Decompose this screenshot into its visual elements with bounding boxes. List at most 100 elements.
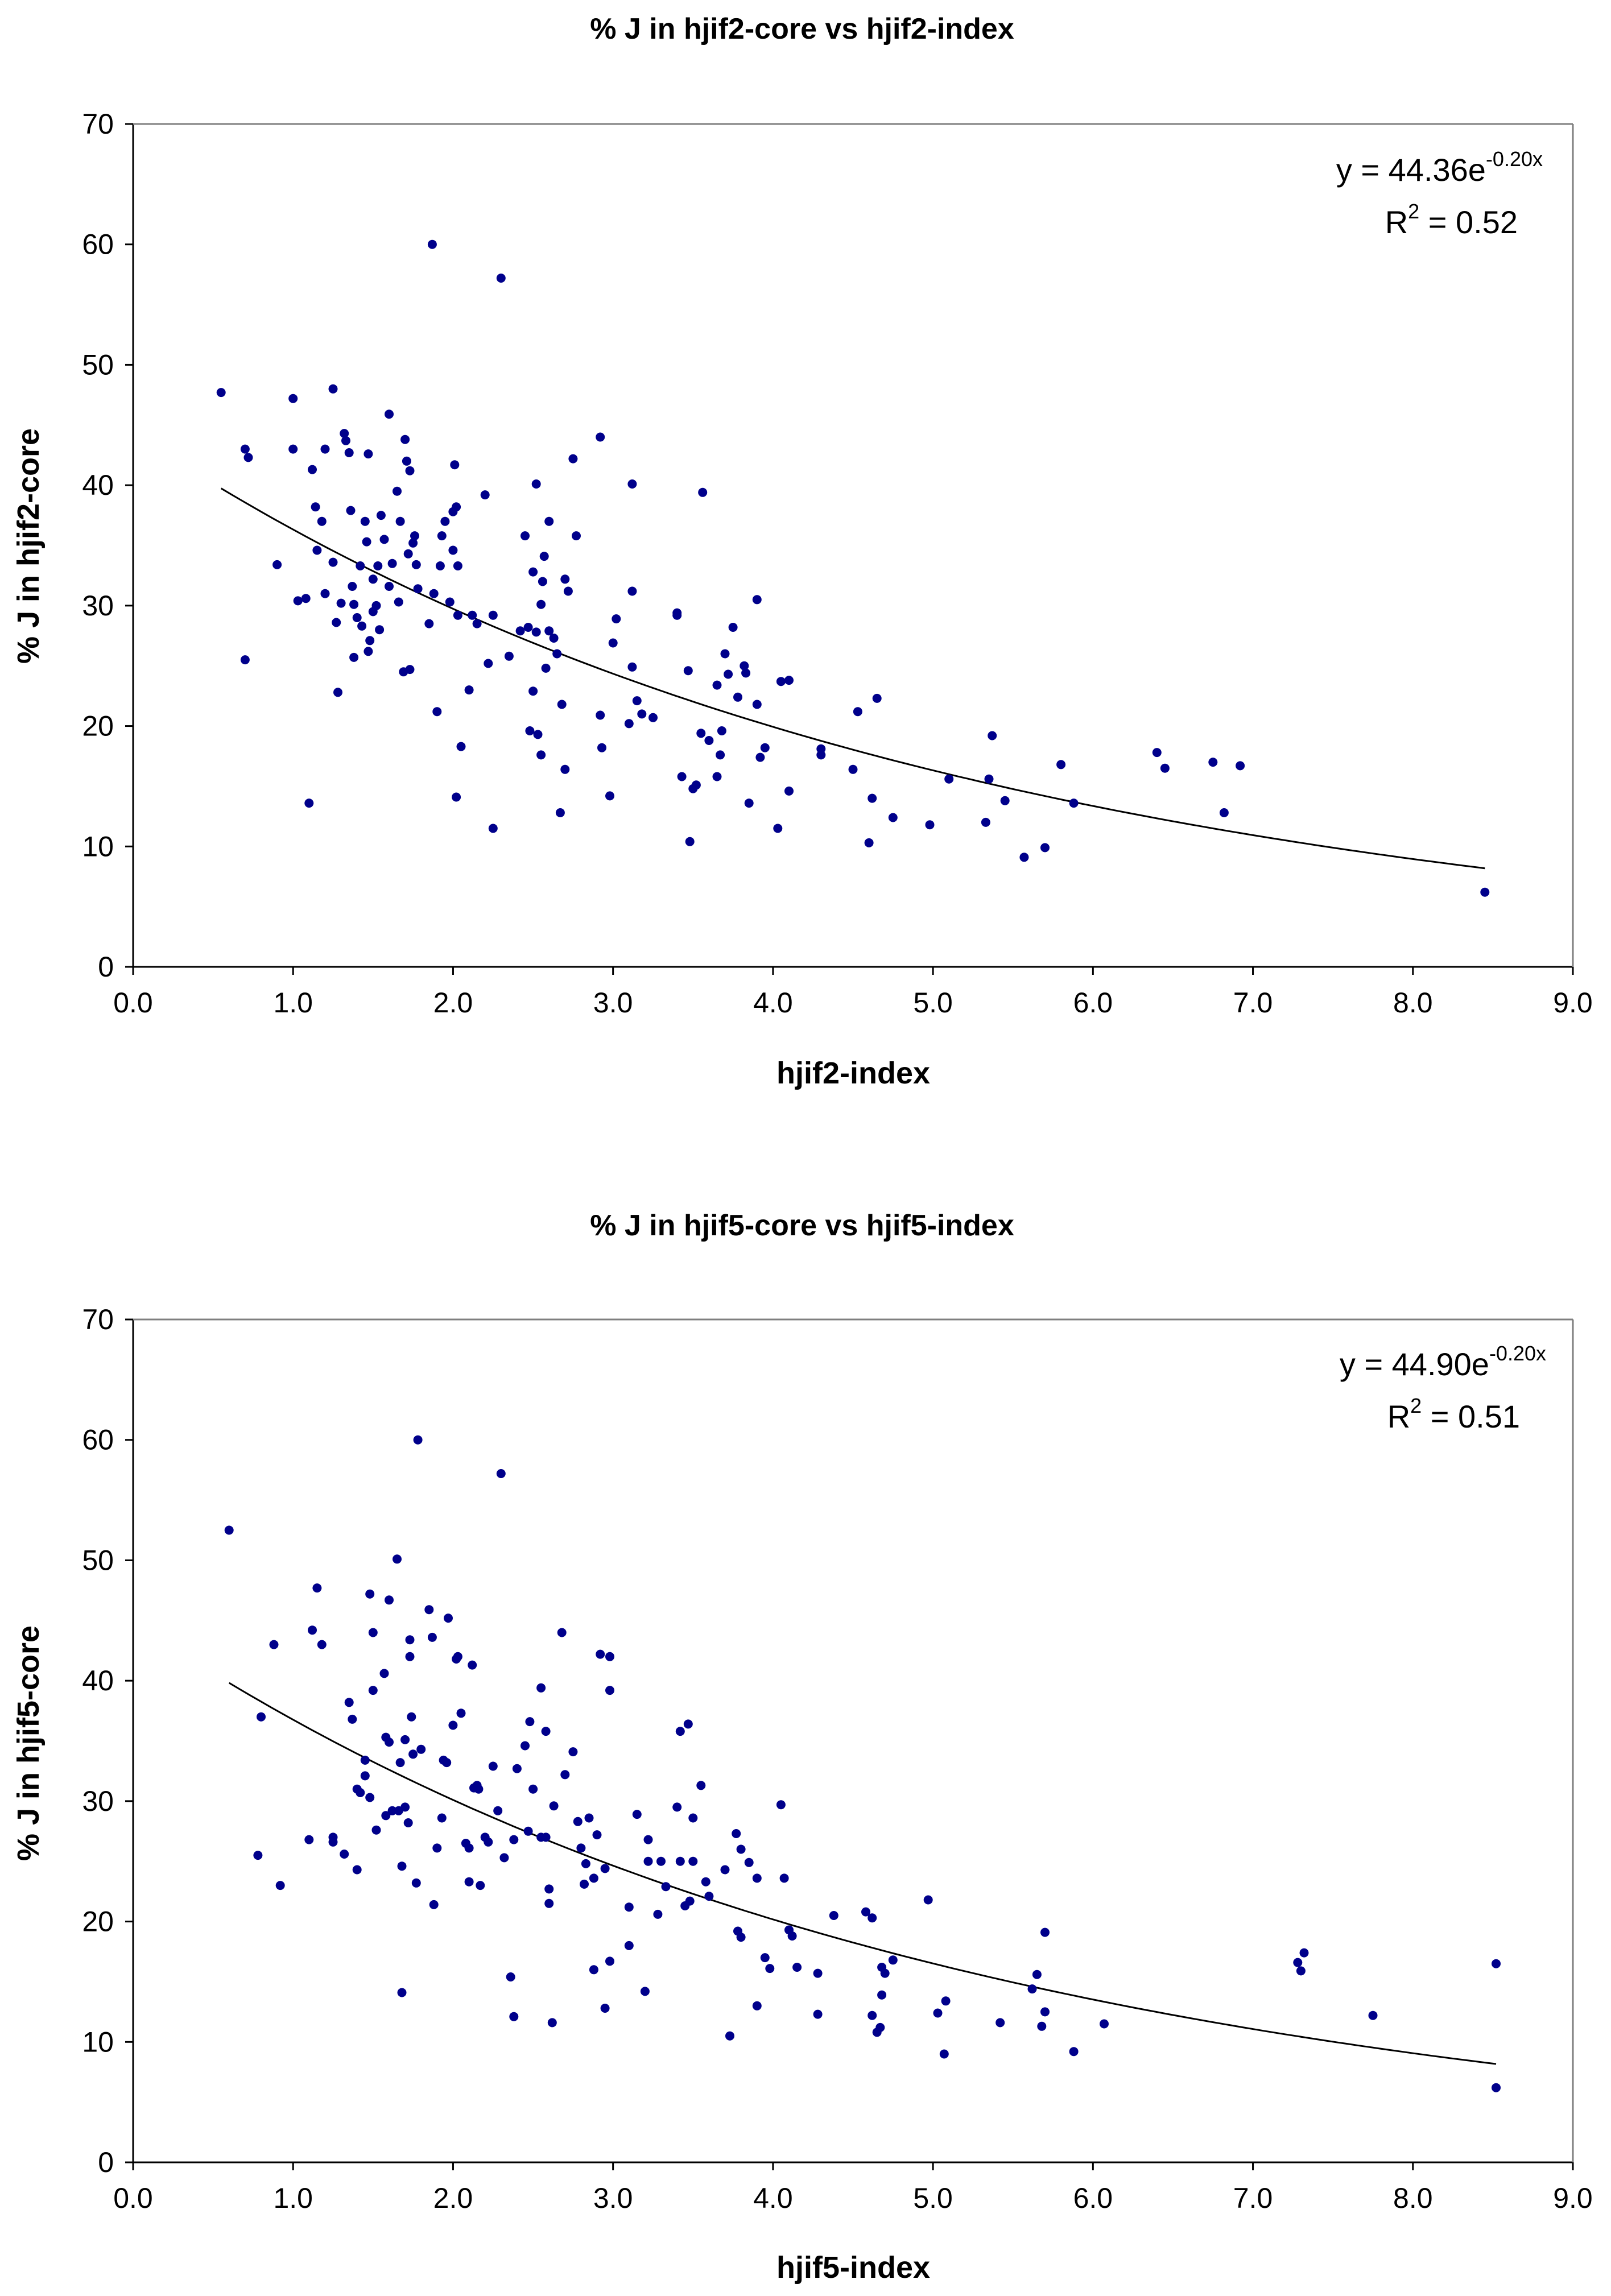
data-point: [320, 444, 330, 454]
data-point: [448, 1720, 458, 1730]
data-point: [637, 709, 647, 719]
y-tick-label: 10: [82, 2026, 114, 2058]
data-point: [677, 772, 687, 781]
data-point: [752, 595, 762, 605]
data-point: [411, 1878, 421, 1888]
data-point: [691, 780, 701, 790]
y-tick-label: 70: [82, 1304, 114, 1335]
x-tick-label: 1.0: [273, 2182, 313, 2214]
data-point: [1492, 2083, 1501, 2092]
data-point: [332, 618, 341, 627]
data-point: [1492, 1959, 1501, 1968]
data-point: [320, 589, 330, 598]
data-point: [385, 409, 394, 419]
x-axis-ticks: 0.0 1.0 2.0 3.0 4.0 5.0 6.0 7.0 8.0 9.0: [113, 2162, 1593, 2214]
data-point: [632, 696, 642, 706]
data-point: [368, 1628, 378, 1637]
data-point: [474, 1784, 484, 1794]
plot-frame: [132, 123, 1574, 968]
x-tick-label: 0.0: [113, 2182, 153, 2214]
data-point: [317, 1640, 327, 1649]
data-point: [311, 502, 320, 512]
data-point: [560, 574, 570, 584]
data-point: [995, 2018, 1005, 2028]
data-point: [648, 713, 658, 722]
r2-value: = 0.51: [1422, 1399, 1520, 1434]
data-point: [397, 1861, 407, 1871]
data-point: [576, 1843, 586, 1853]
data-point: [444, 1614, 453, 1623]
data-point: [1040, 2007, 1050, 2017]
data-point: [981, 817, 990, 827]
data-point: [308, 465, 317, 474]
r2-main: R: [1387, 1399, 1410, 1434]
data-point: [484, 659, 493, 668]
data-point: [552, 649, 562, 659]
data-point: [408, 538, 418, 548]
data-point: [1040, 843, 1050, 853]
data-point: [589, 1873, 598, 1883]
data-point: [496, 274, 506, 283]
data-point: [592, 1830, 602, 1840]
data-point: [413, 584, 423, 594]
chart-hjif2: % J in hjif2-core vs hjif2-index 0 10 20 30…: [11, 13, 1593, 1090]
data-point: [1100, 2019, 1109, 2029]
y-tick-label: 10: [82, 830, 114, 862]
data-point: [683, 1719, 693, 1729]
data-point: [356, 561, 365, 570]
data-point: [544, 1898, 554, 1908]
data-point: [480, 490, 490, 500]
data-point: [640, 1987, 650, 1996]
data-point: [1069, 799, 1079, 808]
data-point: [362, 537, 371, 547]
data-point: [605, 791, 614, 801]
data-point: [525, 1717, 535, 1727]
x-tick-label: 7.0: [1233, 2182, 1273, 2214]
data-point: [547, 2018, 557, 2028]
x-tick-label: 4.0: [753, 2182, 793, 2214]
y-tick-label: 50: [82, 349, 114, 380]
x-tick-label: 4.0: [753, 987, 793, 1019]
data-point: [563, 586, 573, 596]
data-point: [568, 1747, 578, 1757]
data-point: [829, 1911, 838, 1920]
data-point: [1027, 1984, 1037, 1994]
y-tick-label: 20: [82, 710, 114, 742]
data-point: [360, 516, 370, 526]
x-tick-label: 0.0: [113, 987, 153, 1019]
data-point: [816, 750, 826, 760]
y-tick-label: 0: [98, 951, 114, 983]
data-point: [400, 435, 410, 444]
data-point: [1480, 887, 1490, 897]
data-point: [848, 764, 858, 774]
data-point: [349, 652, 359, 662]
trendline: [228, 1682, 1497, 2065]
data-point: [683, 666, 693, 676]
data-point: [368, 1686, 378, 1695]
data-points: [216, 239, 1490, 897]
data-point: [541, 1832, 551, 1842]
data-point: [379, 535, 389, 544]
data-point: [531, 479, 541, 489]
data-point: [456, 742, 466, 751]
data-point: [696, 1781, 706, 1790]
data-point: [344, 1698, 354, 1707]
y-tick-label: 50: [82, 1544, 114, 1576]
data-point: [360, 1771, 370, 1781]
chart-hjif5: % J in hjif5-core vs hjif5-index 0 10 20 30…: [11, 1209, 1593, 2285]
data-point: [653, 1909, 663, 1919]
data-point: [429, 1900, 439, 1909]
data-point: [779, 1873, 789, 1883]
data-point: [484, 1837, 493, 1847]
data-point: [752, 2001, 762, 2010]
data-point: [397, 1988, 407, 1997]
data-point: [740, 661, 749, 671]
data-point: [632, 1810, 642, 1819]
data-point: [216, 388, 226, 398]
y-tick-label: 20: [82, 1906, 114, 1938]
data-point: [360, 1755, 370, 1765]
y-tick-label: 30: [82, 590, 114, 622]
data-point: [348, 1714, 357, 1724]
data-points: [224, 1435, 1501, 2092]
x-tick-label: 6.0: [1073, 2182, 1113, 2214]
